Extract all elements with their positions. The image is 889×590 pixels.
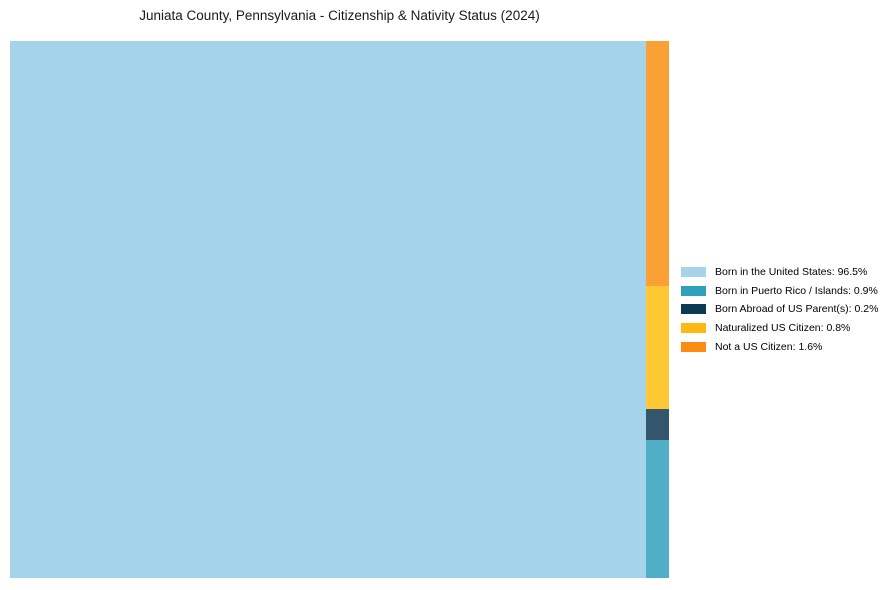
legend-swatch-not-a-us-citizen bbox=[681, 341, 706, 352]
legend-row-born-in-the-united-states[interactable]: Born in the United States: 96.5% bbox=[681, 263, 878, 282]
treemap-minor-column bbox=[645, 41, 669, 578]
treemap-tile-born-in-the-united-states[interactable] bbox=[10, 41, 646, 578]
treemap bbox=[10, 41, 669, 578]
treemap-tile-naturalized-us-citizen[interactable] bbox=[645, 286, 669, 410]
treemap-tile-born-in-puerto-rico-islands[interactable] bbox=[645, 439, 669, 578]
treemap-tile-born-abroad-of-us-parent-s[interactable] bbox=[645, 409, 669, 440]
legend-row-born-in-puerto-rico-islands[interactable]: Born in Puerto Rico / Islands: 0.9% bbox=[681, 282, 878, 301]
legend-label: Born in Puerto Rico / Islands: 0.9% bbox=[715, 284, 878, 297]
treemap-tile-not-a-us-citizen[interactable] bbox=[645, 41, 669, 287]
legend-swatch-born-in-the-united-states bbox=[681, 267, 706, 278]
legend-label: Not a US Citizen: 1.6% bbox=[715, 340, 823, 353]
legend-label: Naturalized US Citizen: 0.8% bbox=[715, 322, 851, 335]
legend-swatch-born-abroad-of-us-parent-s bbox=[681, 304, 706, 315]
legend-label: Born in the United States: 96.5% bbox=[715, 266, 868, 279]
legend-label: Born Abroad of US Parent(s): 0.2% bbox=[715, 303, 879, 316]
legend-row-naturalized-us-citizen[interactable]: Naturalized US Citizen: 0.8% bbox=[681, 319, 878, 338]
legend-swatch-born-in-puerto-rico-islands bbox=[681, 285, 706, 296]
legend-row-not-a-us-citizen[interactable]: Not a US Citizen: 1.6% bbox=[681, 337, 878, 356]
chart-title: Juniata County, Pennsylvania - Citizensh… bbox=[139, 8, 540, 23]
legend-row-born-abroad-of-us-parent-s[interactable]: Born Abroad of US Parent(s): 0.2% bbox=[681, 300, 878, 319]
legend-swatch-naturalized-us-citizen bbox=[681, 323, 706, 334]
legend: Born in the United States: 96.5% Born in … bbox=[681, 263, 878, 356]
